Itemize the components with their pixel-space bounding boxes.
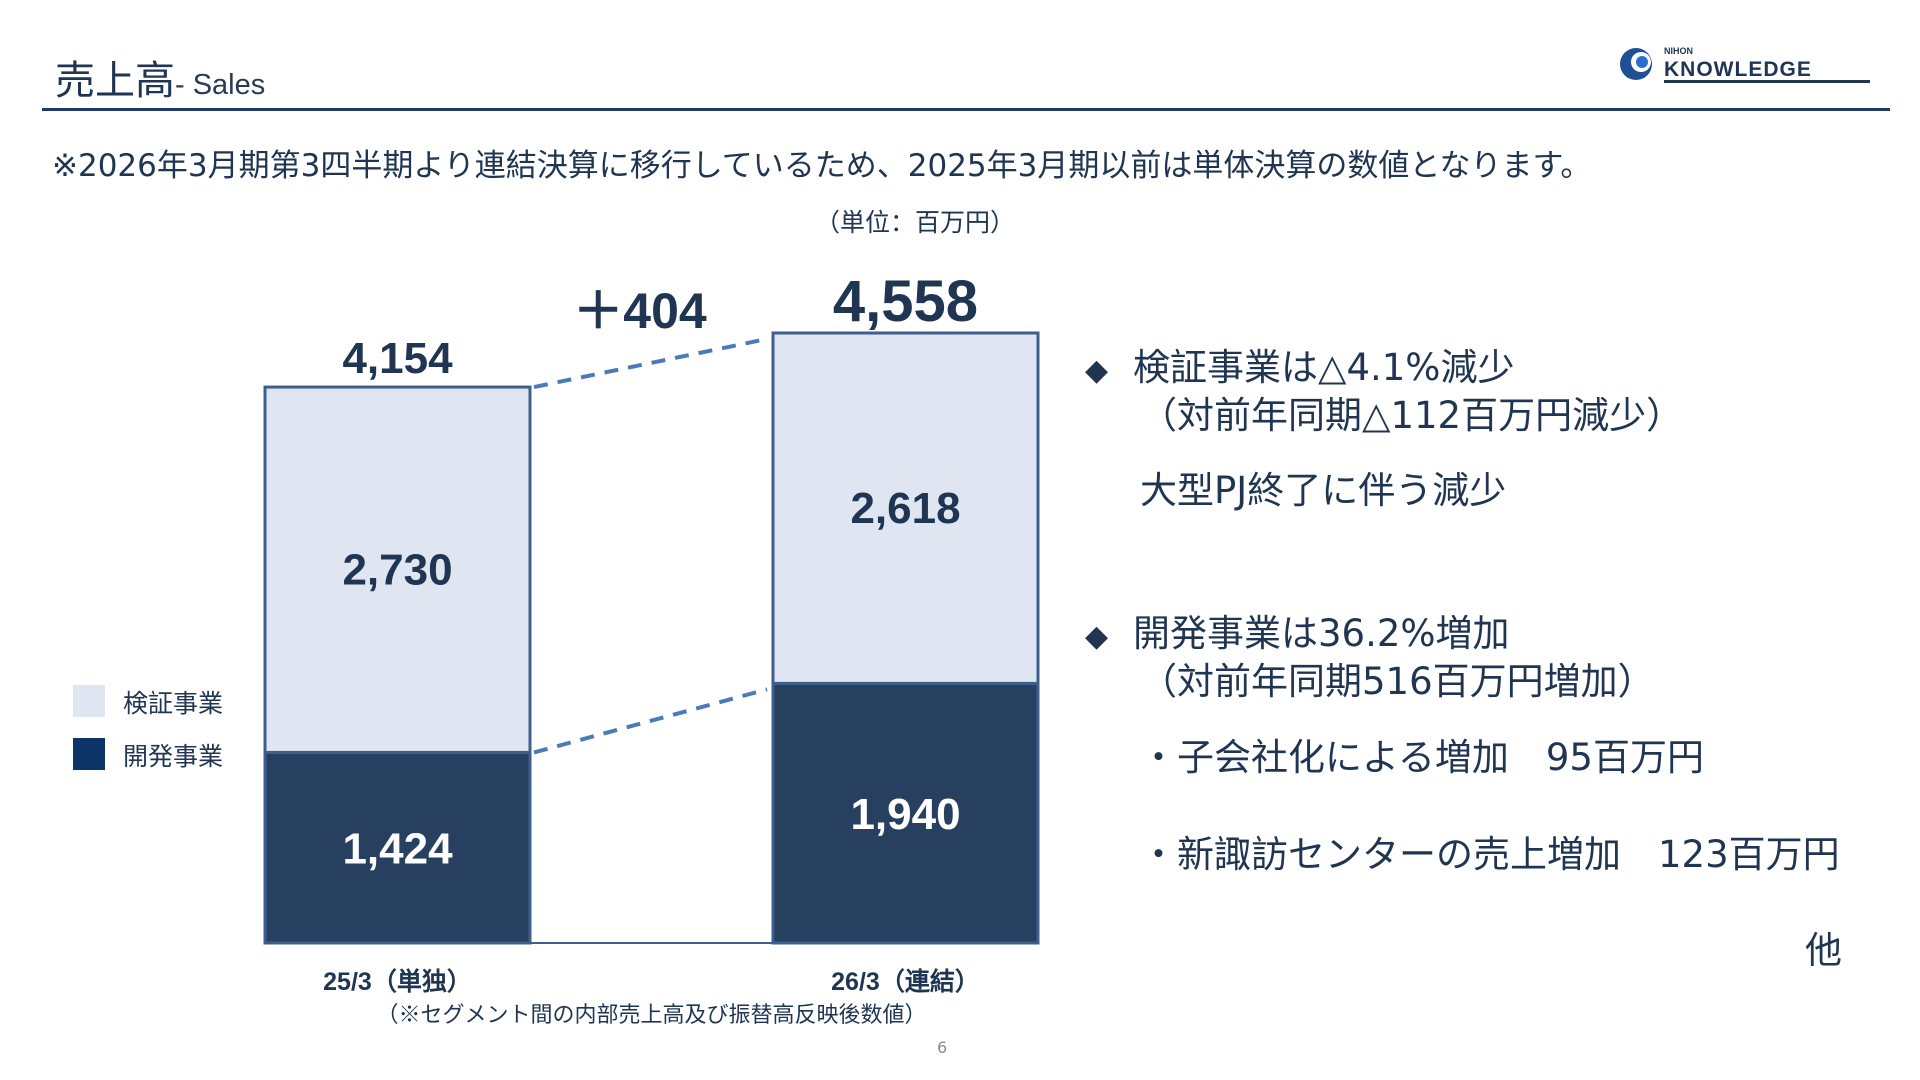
development-heading: ◆ 開発事業は36.2%増加 (1085, 612, 1510, 655)
title-main: 売上高 (55, 58, 175, 104)
legend-swatch-development (73, 738, 105, 770)
bar-development (771, 681, 1040, 945)
legend-label-verification: 検証事業 (123, 689, 224, 718)
legend-label-development: 開発事業 (123, 742, 224, 771)
verification-detail: （対前年同期△112百万円減少） (1140, 394, 1684, 437)
page-number: 6 (937, 1038, 948, 1057)
bar-verification (771, 331, 1040, 685)
unit-label: （単位：百万円） (815, 208, 1016, 237)
verification-reason: 大型PJ終了に伴う減少 (1140, 469, 1507, 512)
page-title: 売上高- Sales (55, 48, 265, 106)
header-divider (42, 108, 1890, 111)
category-label: 25/3（単独） (323, 967, 472, 996)
verification-heading: ◆ 検証事業は△4.1%減少 (1085, 346, 1515, 389)
development-other: 他 (1805, 929, 1842, 972)
data-label-verification: 2,730 (342, 546, 452, 595)
company-logo: NIHON KNOWLEDGE (1620, 46, 1870, 83)
chart-footnote: （※セグメント間の内部売上高及び振替高反映後数値） (376, 1002, 926, 1027)
data-label-development: 1,424 (342, 825, 453, 874)
development-detail: （対前年同期516百万円増加） (1140, 660, 1655, 703)
dashed-total-connector (533, 337, 768, 390)
bar-verification (263, 385, 532, 754)
data-label-total: 4,558 (833, 269, 978, 334)
bar-development (263, 750, 532, 945)
diamond-bullet-icon: ◆ (1085, 619, 1109, 654)
title-subtitle: - Sales (175, 69, 266, 101)
development-item-suwa: ・新諏訪センターの売上増加 123百万円 (1140, 833, 1840, 876)
diamond-bullet-icon: ◆ (1085, 353, 1109, 388)
data-label-verification: 2,618 (850, 484, 960, 533)
development-item-subsidiary: ・子会社化による増加 95百万円 (1140, 736, 1704, 779)
consolidation-note: ※2026年3月期第3四半期より連結決算に移行しているため、2025年3月期以前… (52, 148, 1592, 184)
category-label: 26/3（連結） (831, 967, 980, 996)
change-annotation: ＋404 (573, 283, 707, 339)
data-label-total: 4,154 (342, 334, 453, 383)
logo-main-text: KNOWLEDGE (1664, 58, 1812, 81)
data-label-development: 1,940 (850, 790, 960, 839)
legend-swatch-verification (73, 685, 105, 717)
dashed-development-connector (533, 687, 768, 755)
logo-small-text: NIHON (1664, 46, 1693, 56)
